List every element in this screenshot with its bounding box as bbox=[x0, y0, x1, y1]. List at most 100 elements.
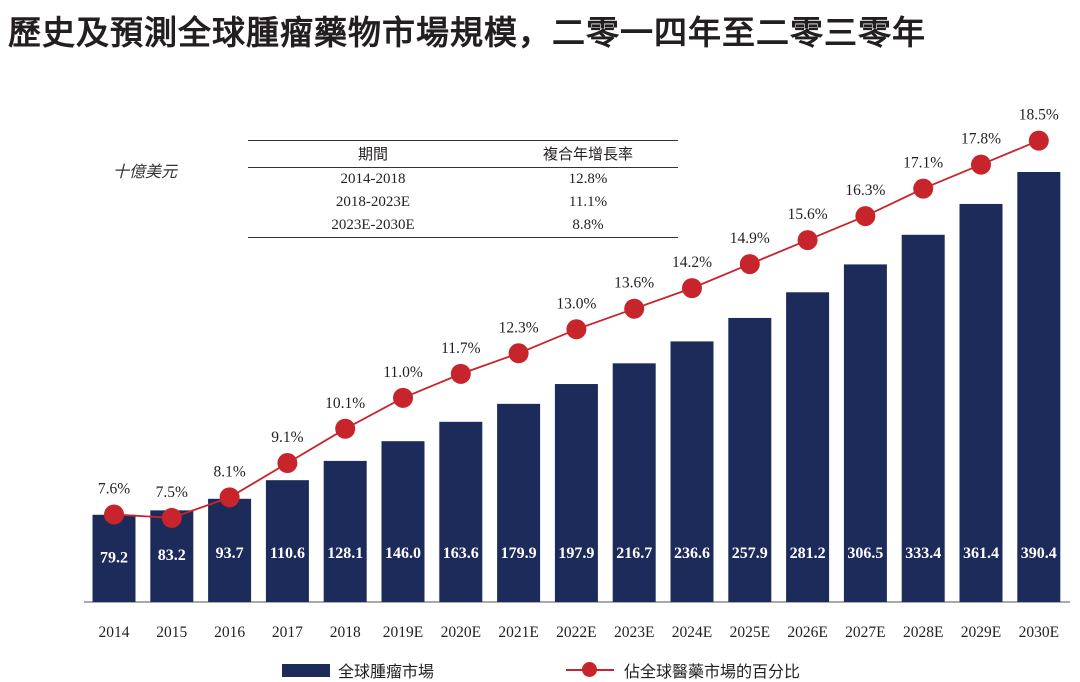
cagr-header-rate: 複合年增長率 bbox=[498, 140, 678, 168]
share-value-label: 16.3% bbox=[845, 182, 885, 199]
share-value-label: 14.9% bbox=[730, 230, 770, 247]
x-tick-label: 2030E bbox=[1019, 624, 1059, 641]
cagr-period: 2023E-2030E bbox=[248, 214, 498, 238]
unit-label: 十億美元 bbox=[113, 162, 178, 181]
bar bbox=[959, 203, 1003, 603]
bar-value-label: 110.6 bbox=[270, 545, 305, 562]
x-tick-label: 2020E bbox=[441, 624, 481, 641]
bar-value-label: 79.2 bbox=[100, 549, 128, 566]
share-value-label: 11.0% bbox=[383, 364, 423, 381]
share-value-label: 9.1% bbox=[271, 429, 303, 446]
legend-bar-swatch bbox=[282, 663, 330, 677]
cagr-table: 期間 複合年增長率 2014-2018 12.8% 2018-2023E 11.… bbox=[248, 140, 678, 238]
share-value-label: 11.7% bbox=[441, 340, 481, 357]
share-point bbox=[277, 453, 298, 474]
legend-bar-series: 全球腫瘤市場 bbox=[282, 658, 434, 682]
bar bbox=[612, 363, 656, 602]
x-tick-label: 2017 bbox=[272, 624, 303, 641]
bar-value-label: 146.0 bbox=[385, 545, 421, 562]
bar bbox=[439, 421, 483, 602]
bar bbox=[901, 234, 945, 602]
share-point bbox=[797, 230, 818, 251]
share-point bbox=[393, 387, 413, 408]
bar-value-label: 179.9 bbox=[501, 545, 537, 562]
bar bbox=[323, 460, 367, 602]
cagr-period: 2018-2023E bbox=[335, 194, 411, 210]
bar bbox=[1017, 172, 1061, 602]
bar bbox=[92, 514, 136, 602]
bar bbox=[843, 264, 887, 602]
legend-line-label: 佔全球醫藥市場的百分比 bbox=[624, 662, 801, 681]
share-value-label: 7.5% bbox=[156, 484, 188, 501]
share-value-label: 17.1% bbox=[903, 155, 943, 172]
bar-value-label: 361.4 bbox=[963, 545, 999, 562]
bar-value-label: 390.4 bbox=[1021, 545, 1057, 562]
cagr-rate: 12.8% bbox=[568, 171, 608, 187]
share-value-label: 15.6% bbox=[788, 206, 828, 223]
x-tick-label: 2028E bbox=[903, 624, 943, 641]
share-value-label: 14.2% bbox=[672, 254, 712, 271]
share-point bbox=[1028, 130, 1049, 151]
x-tick-label: 2021E bbox=[498, 624, 538, 641]
x-tick-label: 2019E bbox=[383, 624, 423, 641]
share-value-label: 18.5% bbox=[1019, 107, 1059, 124]
legend-bar-label: 全球腫瘤市場 bbox=[338, 662, 435, 681]
x-tick-label: 2027E bbox=[845, 624, 885, 641]
bar-value-label: 257.9 bbox=[732, 545, 768, 562]
share-value-label: 7.6% bbox=[98, 481, 130, 498]
cagr-row: 2014-2018 12.8% bbox=[248, 168, 678, 192]
share-point bbox=[739, 254, 760, 275]
x-tick-label: 2018 bbox=[330, 624, 361, 641]
cagr-period: 2014-2018 bbox=[340, 171, 406, 187]
share-value-label: 13.6% bbox=[614, 275, 654, 292]
legend-line-swatch bbox=[566, 662, 614, 677]
cagr-rate: 8.8% bbox=[498, 214, 678, 238]
bar bbox=[497, 403, 541, 602]
bar bbox=[208, 498, 252, 602]
cagr-header-period: 期間 bbox=[248, 140, 498, 168]
legend-line-series: 佔全球醫藥市場的百分比 bbox=[566, 658, 800, 682]
share-value-label: 12.3% bbox=[499, 319, 539, 336]
x-tick-label: 2015 bbox=[156, 624, 187, 641]
bar bbox=[728, 317, 772, 602]
bar-value-label: 197.9 bbox=[558, 545, 594, 562]
share-value-label: 17.8% bbox=[961, 131, 1001, 148]
share-value-label: 10.1% bbox=[325, 395, 365, 412]
x-tick-label: 2016 bbox=[214, 624, 245, 641]
bar-value-label: 281.2 bbox=[790, 545, 826, 562]
bar bbox=[670, 341, 714, 602]
share-point bbox=[508, 343, 529, 364]
bar-value-label: 128.1 bbox=[327, 545, 363, 562]
bar-value-label: 163.6 bbox=[443, 545, 479, 562]
share-point bbox=[855, 206, 876, 227]
x-tick-label: 2022E bbox=[556, 624, 596, 641]
bar-value-label: 83.2 bbox=[158, 547, 186, 564]
share-point bbox=[161, 507, 182, 528]
bar-value-label: 306.5 bbox=[847, 545, 883, 562]
x-tick-label: 2023E bbox=[614, 624, 654, 641]
share-point bbox=[971, 154, 991, 175]
bar-value-label: 216.7 bbox=[616, 545, 652, 562]
share-point bbox=[624, 298, 645, 319]
x-tick-label: 2029E bbox=[961, 624, 1001, 641]
share-point bbox=[219, 487, 240, 508]
x-tick-label: 2014 bbox=[99, 624, 130, 641]
share-value-label: 13.0% bbox=[556, 295, 596, 312]
share-point bbox=[450, 363, 471, 384]
share-value-label: 8.1% bbox=[213, 463, 245, 480]
share-point bbox=[566, 319, 587, 340]
cagr-rate: 11.1% bbox=[568, 194, 608, 210]
bar bbox=[554, 384, 598, 602]
share-point bbox=[913, 178, 934, 199]
share-point bbox=[104, 504, 124, 525]
cagr-row: 2018-2023E 11.1% bbox=[248, 191, 678, 214]
bar bbox=[381, 441, 425, 602]
bar-value-label: 236.6 bbox=[674, 545, 710, 562]
cagr-header-row: 期間 複合年增長率 bbox=[248, 140, 678, 168]
x-tick-label: 2024E bbox=[672, 624, 712, 641]
x-tick-label: 2026E bbox=[787, 624, 827, 641]
bar-value-label: 333.4 bbox=[905, 545, 941, 562]
bar bbox=[265, 480, 309, 602]
share-point bbox=[335, 418, 356, 439]
